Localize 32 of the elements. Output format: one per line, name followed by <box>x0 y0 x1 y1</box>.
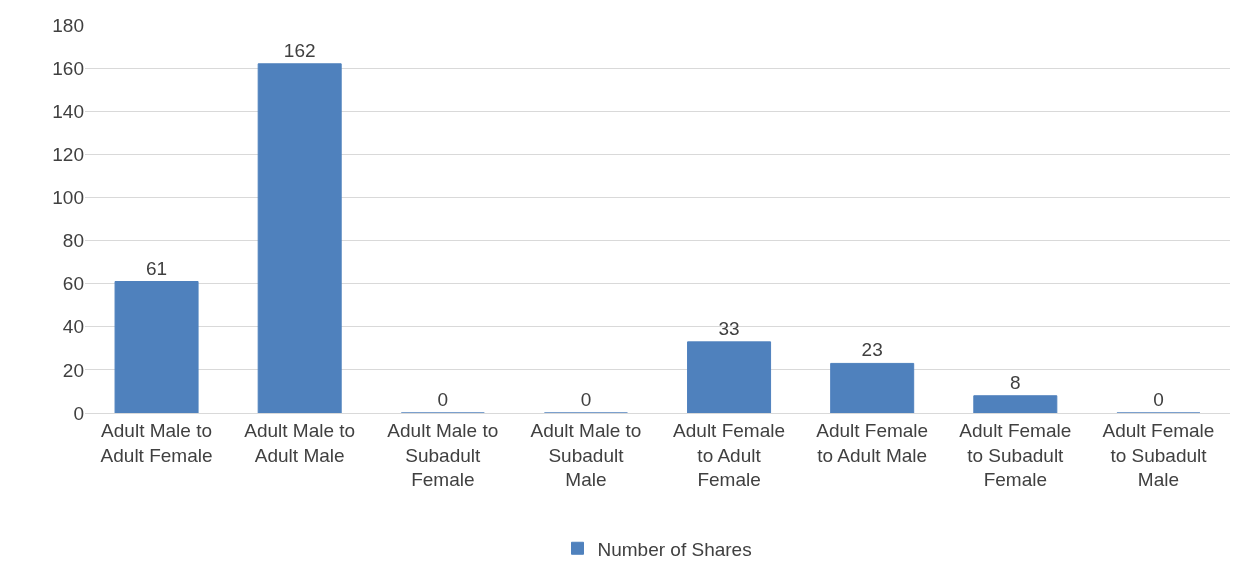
x-tick-label: Adult Male to Subadult Female <box>387 419 499 491</box>
y-tick-label: 180 <box>52 14 84 36</box>
bar <box>973 395 1058 413</box>
x-tick-label: Adult Female to Subadult Male <box>1102 419 1215 491</box>
y-tick-label: 140 <box>52 100 84 122</box>
x-tick-label: Adult Male to Adult Female <box>100 419 213 466</box>
bar <box>257 63 342 413</box>
y-tick-label: 120 <box>52 143 84 165</box>
x-tick-label: Adult Female to Adult Female <box>673 419 786 491</box>
bar <box>114 281 199 413</box>
y-tick-label: 40 <box>62 316 84 338</box>
y-tick-label: 100 <box>52 187 84 209</box>
data-label: 61 <box>145 257 168 279</box>
y-tick-label: 20 <box>62 359 84 381</box>
x-tick-label: Adult Male to Adult Male <box>244 419 356 466</box>
bar <box>830 362 915 413</box>
y-tick-label: 80 <box>62 230 84 252</box>
data-label: 0 <box>1153 389 1164 410</box>
y-tick-label: 0 <box>73 402 84 424</box>
x-tick-label: Adult Female to Adult Male <box>816 419 929 466</box>
data-label: 0 <box>580 389 592 410</box>
data-label: 8 <box>1010 371 1021 393</box>
data-label: 0 <box>437 389 449 410</box>
legend-label: Number of Shares <box>597 538 752 560</box>
y-tick-label: 60 <box>62 273 84 295</box>
x-tick-label: Adult Male to Subadult Male <box>530 419 642 491</box>
bar <box>687 341 772 413</box>
data-label: 23 <box>861 339 883 361</box>
y-tick-label: 160 <box>52 57 84 79</box>
data-label: 162 <box>283 39 316 61</box>
data-label: 33 <box>718 317 740 339</box>
x-tick-label: Adult Female to Subadult Female <box>959 419 1072 491</box>
